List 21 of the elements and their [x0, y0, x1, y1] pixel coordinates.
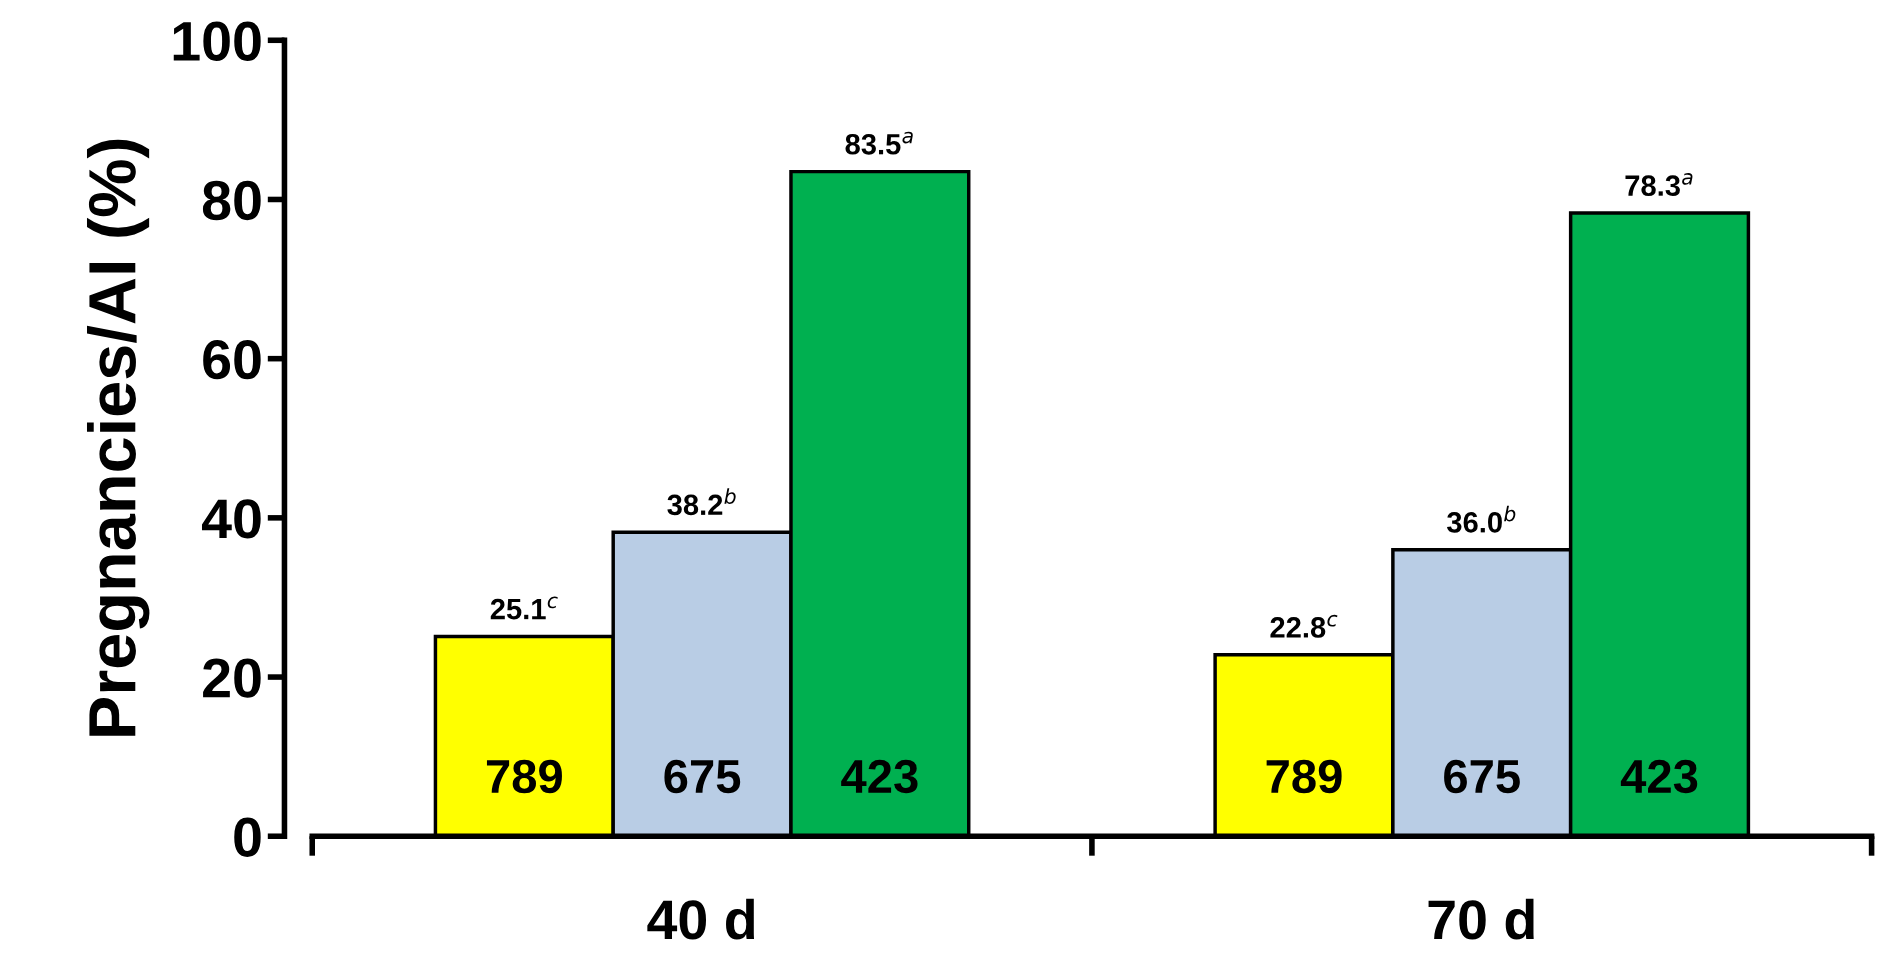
annotation: 675	[1444, 759, 1520, 794]
y-tick-label: 20	[203, 658, 261, 698]
x-tick-label: 40 d	[647, 898, 755, 940]
y-tick-label: 80	[202, 180, 261, 221]
annotation: 789	[1266, 759, 1342, 794]
data-label: 22.8$^{c}$	[1270, 614, 1338, 638]
annotation: 675	[664, 759, 741, 794]
y-tick-label: 60	[203, 340, 261, 380]
y-tick-label: 100	[173, 21, 261, 61]
data-label: 25.1$^{c}$	[490, 596, 558, 620]
data-label: 83.5$^{a}$	[845, 131, 913, 155]
data-label: 78.3$^{a}$	[1625, 173, 1693, 197]
y-tick-label: 0	[234, 817, 261, 857]
x-tick-label: 70 d	[1428, 898, 1534, 940]
data-label: 38.2$^{b}$	[667, 488, 736, 516]
annotation: 789	[486, 759, 562, 794]
annotation: 423	[1620, 759, 1698, 794]
y-axis-title: Pregnancies/AI (%)	[86, 139, 150, 736]
annotation: 423	[841, 759, 918, 794]
data-label: 36.0$^{b}$	[1446, 505, 1516, 533]
y-tick-label: 40	[201, 499, 261, 539]
